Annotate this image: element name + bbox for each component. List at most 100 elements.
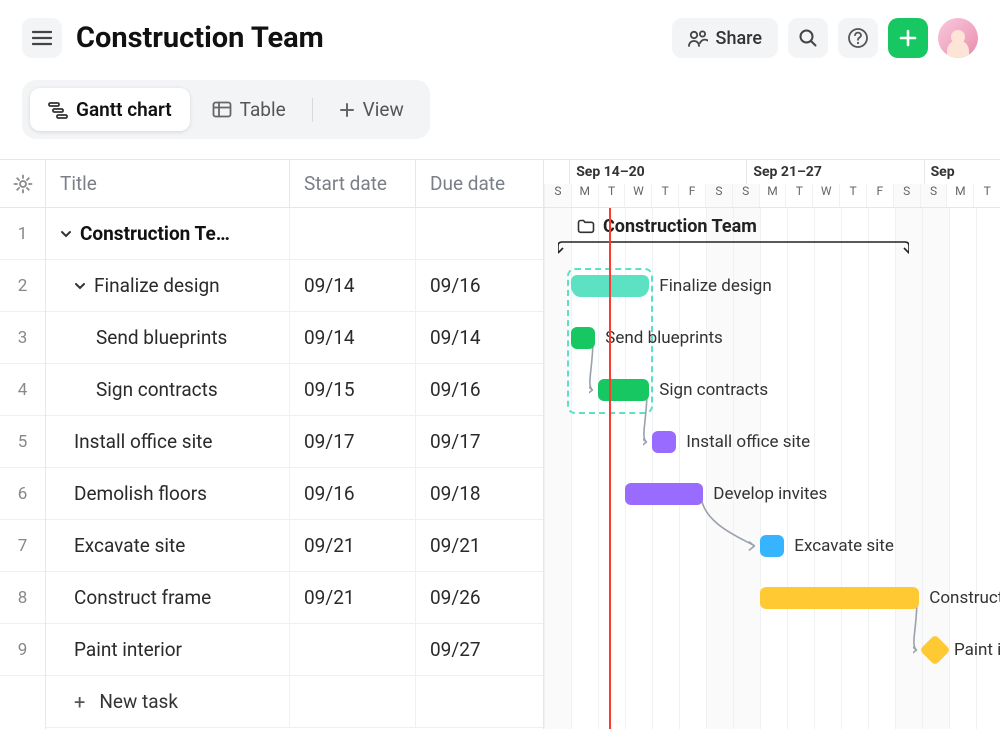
task-title-cell[interactable]: Construction Te…	[46, 208, 290, 259]
task-title: Construct frame	[74, 586, 211, 609]
row-number: 6	[0, 468, 45, 520]
task-title: Send blueprints	[96, 326, 227, 349]
start-date-cell[interactable]: 09/14	[290, 260, 416, 311]
tab-gantt[interactable]: Gantt chart	[30, 88, 190, 131]
task-title-cell[interactable]: Sign contracts	[46, 364, 290, 415]
chevron-down-icon	[74, 280, 86, 292]
row-number-column: 123456789	[0, 160, 46, 729]
help-button[interactable]	[838, 18, 878, 58]
table-row[interactable]: Excavate site09/2109/21	[46, 520, 543, 572]
tab-table[interactable]: Table	[194, 88, 304, 131]
table-pane: Title Start date Due date Construction T…	[46, 160, 544, 729]
column-header-start[interactable]: Start date	[290, 160, 416, 207]
due-date-cell[interactable]: 09/16	[416, 260, 542, 311]
table-row[interactable]: Send blueprints 09/1409/14	[46, 312, 543, 364]
task-title: Construction Te…	[80, 222, 230, 245]
start-date-cell[interactable]: 09/14	[290, 312, 416, 363]
column-header-title[interactable]: Title	[46, 160, 290, 207]
due-date-cell[interactable]: 09/14	[416, 312, 542, 363]
row-number: 7	[0, 520, 45, 572]
new-task-button[interactable]: + New task	[46, 676, 543, 728]
task-title-cell[interactable]: Send blueprints	[46, 312, 290, 363]
tab-gantt-label: Gantt chart	[76, 98, 172, 121]
task-title-cell[interactable]: Demolish floors	[46, 468, 290, 519]
page-title: Construction Team	[76, 21, 658, 55]
gantt-icon	[48, 101, 68, 119]
start-date-cell[interactable]: 09/21	[290, 572, 416, 623]
due-date-cell[interactable]: 09/26	[416, 572, 542, 623]
plus-icon	[339, 102, 355, 118]
day-header: S	[893, 184, 920, 208]
table-row[interactable]: Construct frame 09/2109/26	[46, 572, 543, 624]
hamburger-icon	[32, 30, 52, 46]
new-task-label: New task	[99, 690, 178, 713]
day-header: S	[920, 184, 947, 208]
start-date-cell[interactable]: 09/21	[290, 520, 416, 571]
task-title: Sign contracts	[96, 378, 218, 401]
row-number: 5	[0, 416, 45, 468]
task-title-cell[interactable]: Excavate site	[46, 520, 290, 571]
day-header: S	[544, 184, 571, 208]
gantt-task-bar[interactable]	[598, 379, 649, 401]
share-icon	[688, 29, 708, 47]
row-number: 4	[0, 364, 45, 416]
column-header-due[interactable]: Due date	[416, 160, 542, 207]
start-date-cell[interactable]: 09/17	[290, 416, 416, 467]
due-date-cell[interactable]: 09/18	[416, 468, 542, 519]
row-number: 8	[0, 572, 45, 624]
gantt-task-label: Construct fra	[929, 588, 1000, 608]
due-date-cell[interactable]	[416, 208, 542, 259]
search-icon	[798, 28, 818, 48]
gantt-task-label: Send blueprints	[605, 328, 723, 348]
day-header: T	[598, 184, 625, 208]
today-indicator	[609, 208, 611, 729]
gear-icon	[13, 174, 33, 194]
help-icon	[847, 27, 869, 49]
gantt-task-bar[interactable]	[625, 483, 703, 505]
menu-button[interactable]	[22, 18, 62, 58]
row-number: 9	[0, 624, 45, 676]
gantt-task-bar[interactable]	[571, 327, 595, 349]
day-header: W	[624, 184, 651, 208]
gantt-task-bar[interactable]	[760, 587, 919, 609]
table-row[interactable]: Demolish floors09/1609/18	[46, 468, 543, 520]
table-row[interactable]: Install office site09/1709/17	[46, 416, 543, 468]
gantt-task-bar[interactable]	[652, 431, 676, 453]
gantt-project-label[interactable]: Construction Team	[577, 216, 757, 237]
row-number: 2	[0, 260, 45, 312]
task-title-cell[interactable]: Construct frame	[46, 572, 290, 623]
task-title-cell[interactable]: Install office site	[46, 416, 290, 467]
gantt-task-bar[interactable]	[760, 535, 784, 557]
settings-button[interactable]	[0, 160, 45, 208]
search-button[interactable]	[788, 18, 828, 58]
row-number: 3	[0, 312, 45, 364]
day-header: T	[651, 184, 678, 208]
table-row[interactable]: Construction Te…	[46, 208, 543, 260]
table-row[interactable]: Sign contracts 09/1509/16	[46, 364, 543, 416]
due-date-cell[interactable]: 09/27	[416, 624, 542, 675]
tab-add-view[interactable]: View	[321, 88, 422, 131]
table-row[interactable]: Finalize design09/1409/16	[46, 260, 543, 312]
add-button[interactable]	[888, 18, 928, 58]
day-header: S	[732, 184, 759, 208]
gantt-task-label: Paint inter	[954, 640, 1000, 660]
task-title-cell[interactable]: Finalize design	[46, 260, 290, 311]
plus-icon: +	[74, 690, 85, 714]
start-date-cell[interactable]	[290, 208, 416, 259]
task-title-cell[interactable]: Paint interior	[46, 624, 290, 675]
gantt-task-label: Install office site	[686, 432, 810, 452]
due-date-cell[interactable]: 09/16	[416, 364, 542, 415]
day-header: M	[946, 184, 973, 208]
start-date-cell[interactable]: 09/15	[290, 364, 416, 415]
table-row[interactable]: Paint interior 09/27	[46, 624, 543, 676]
start-date-cell[interactable]: 09/16	[290, 468, 416, 519]
plus-icon	[899, 29, 917, 47]
chevron-down-icon	[60, 228, 72, 240]
share-button[interactable]: Share	[672, 18, 778, 58]
due-date-cell[interactable]: 09/17	[416, 416, 542, 467]
avatar[interactable]	[938, 18, 978, 58]
due-date-cell[interactable]: 09/21	[416, 520, 542, 571]
week-header: Sep 21–27	[746, 160, 923, 184]
gantt-task-label: Excavate site	[794, 536, 894, 556]
start-date-cell[interactable]	[290, 624, 416, 675]
